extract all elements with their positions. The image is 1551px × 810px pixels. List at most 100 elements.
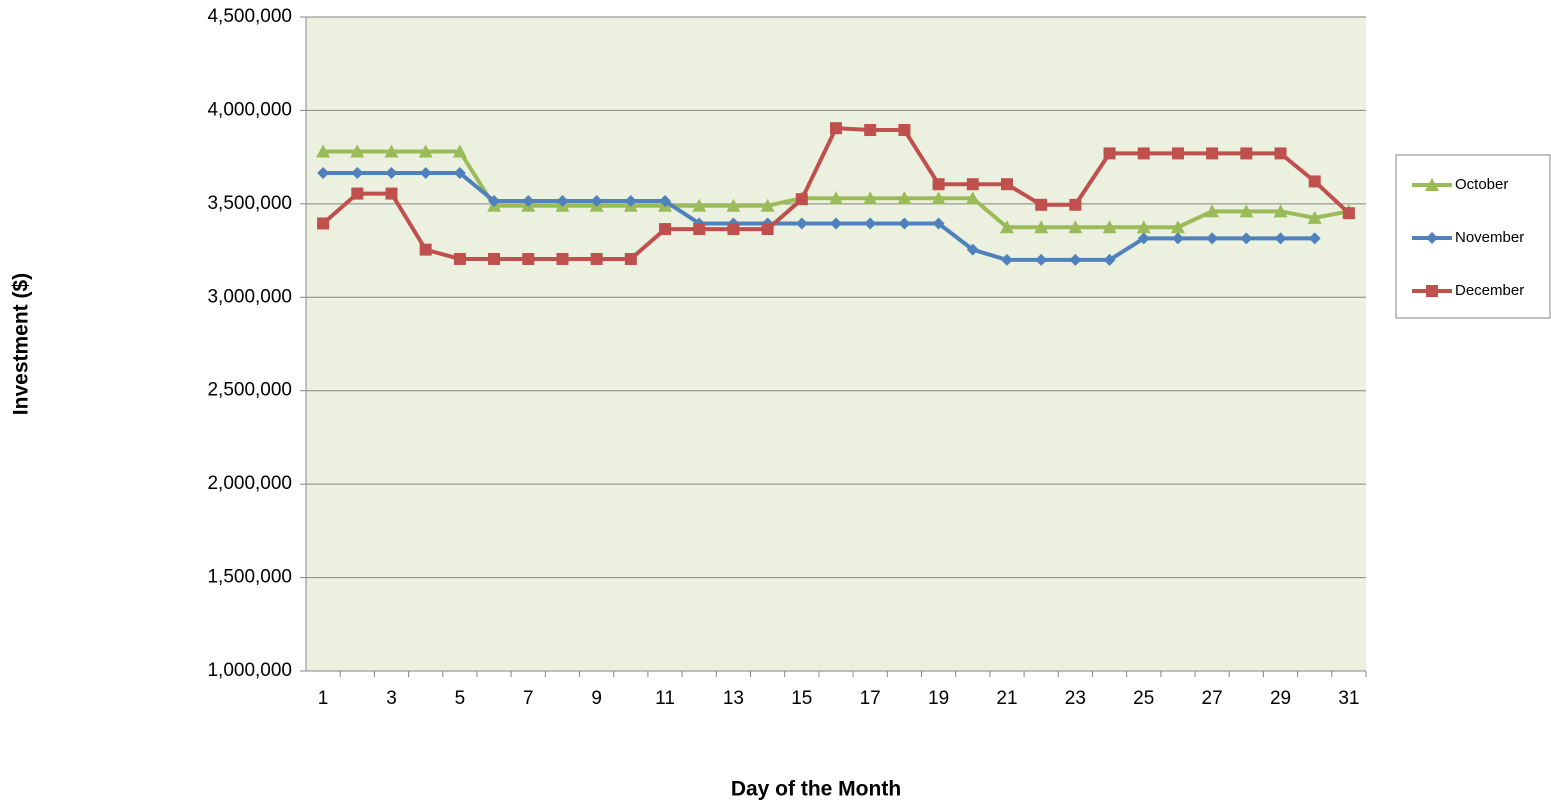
data-point bbox=[316, 144, 331, 158]
data-point bbox=[966, 243, 979, 256]
y-tick-label: 3,500,000 bbox=[207, 193, 292, 214]
x-tick-label: 27 bbox=[1202, 688, 1223, 709]
data-point bbox=[385, 187, 398, 200]
data-point bbox=[830, 217, 842, 230]
data-point bbox=[693, 223, 706, 236]
data-point bbox=[1307, 210, 1322, 224]
data-point bbox=[692, 198, 707, 212]
data-point bbox=[659, 195, 672, 208]
data-point bbox=[590, 252, 603, 265]
data-point bbox=[1137, 147, 1150, 160]
y-axis-title: Investment ($) bbox=[10, 273, 33, 415]
data-point bbox=[522, 252, 535, 265]
data-point bbox=[1035, 198, 1048, 211]
x-tick-label: 7 bbox=[523, 688, 534, 709]
data-point bbox=[897, 191, 912, 205]
y-tick-label: 3,000,000 bbox=[207, 286, 292, 307]
data-point bbox=[1035, 253, 1048, 266]
x-tick-label: 11 bbox=[655, 688, 675, 709]
x-tick-label: 15 bbox=[791, 688, 812, 709]
data-point bbox=[1274, 147, 1287, 160]
data-point bbox=[590, 195, 603, 208]
data-point bbox=[1206, 147, 1219, 160]
x-tick-label: 1 bbox=[318, 688, 329, 709]
data-point bbox=[830, 122, 842, 135]
data-point bbox=[659, 223, 672, 236]
data-point bbox=[1034, 220, 1049, 234]
x-tick-label: 5 bbox=[455, 688, 466, 709]
x-tick-label: 23 bbox=[1065, 688, 1086, 709]
x-tick-label: 9 bbox=[591, 688, 602, 709]
data-point bbox=[1206, 232, 1219, 245]
data-point bbox=[1342, 207, 1355, 220]
data-point bbox=[1308, 175, 1321, 188]
data-point bbox=[1239, 204, 1254, 218]
data-point bbox=[624, 195, 637, 208]
data-point bbox=[863, 191, 878, 205]
data-point bbox=[351, 167, 364, 180]
data-point bbox=[384, 144, 399, 158]
data-point bbox=[864, 124, 877, 137]
x-tick-label: 31 bbox=[1338, 688, 1359, 709]
data-point bbox=[1308, 232, 1321, 245]
data-point bbox=[453, 167, 466, 180]
data-point bbox=[1170, 220, 1185, 234]
x-tick-label: 25 bbox=[1133, 688, 1154, 709]
data-point bbox=[418, 144, 433, 158]
x-axis-title: Day of the Month bbox=[731, 778, 901, 801]
data-point bbox=[1102, 220, 1117, 234]
data-point bbox=[488, 252, 501, 265]
data-point bbox=[556, 195, 569, 208]
data-point bbox=[931, 191, 946, 205]
y-tick-label: 1,000,000 bbox=[207, 660, 292, 681]
data-point bbox=[1240, 232, 1253, 245]
data-point bbox=[1103, 253, 1116, 266]
x-tick-label: 17 bbox=[860, 688, 881, 709]
data-point bbox=[726, 198, 741, 212]
data-point bbox=[1171, 232, 1184, 245]
legend-label: October bbox=[1455, 176, 1508, 193]
x-tick-label: 19 bbox=[928, 688, 949, 709]
data-point bbox=[727, 223, 740, 236]
data-point bbox=[761, 223, 774, 236]
x-tick-label: 29 bbox=[1270, 688, 1291, 709]
data-point bbox=[829, 191, 843, 205]
data-point bbox=[1069, 253, 1082, 266]
data-point bbox=[864, 217, 877, 230]
data-point bbox=[898, 124, 911, 137]
data-point bbox=[317, 167, 330, 180]
data-point bbox=[1205, 204, 1220, 218]
data-point bbox=[1068, 220, 1083, 234]
data-point bbox=[1000, 178, 1013, 191]
data-point bbox=[1273, 204, 1288, 218]
data-point bbox=[1137, 232, 1150, 245]
data-point bbox=[1171, 147, 1184, 160]
y-tick-label: 1,500,000 bbox=[207, 567, 292, 588]
y-tick-label: 4,500,000 bbox=[207, 6, 292, 27]
data-point bbox=[419, 167, 432, 180]
data-point bbox=[556, 252, 569, 265]
data-point bbox=[452, 144, 467, 158]
data-point bbox=[1274, 232, 1287, 245]
plot-area bbox=[306, 17, 1366, 671]
data-point bbox=[965, 191, 980, 205]
data-point bbox=[1069, 198, 1082, 211]
data-point bbox=[966, 178, 979, 191]
data-point bbox=[351, 187, 364, 200]
data-point bbox=[624, 252, 637, 265]
legend-marker bbox=[1426, 232, 1438, 244]
data-point bbox=[385, 167, 398, 180]
data-point bbox=[932, 217, 945, 230]
data-point bbox=[999, 220, 1014, 234]
x-tick-label: 3 bbox=[386, 688, 397, 709]
legend-label: November bbox=[1455, 229, 1524, 246]
y-tick-label: 2,000,000 bbox=[207, 473, 292, 494]
data-point bbox=[1240, 147, 1253, 160]
data-point bbox=[898, 217, 911, 230]
legend-marker bbox=[1426, 285, 1438, 297]
data-point bbox=[795, 193, 808, 206]
data-point bbox=[760, 198, 775, 212]
data-point bbox=[522, 195, 535, 208]
legend-label: December bbox=[1455, 282, 1524, 299]
